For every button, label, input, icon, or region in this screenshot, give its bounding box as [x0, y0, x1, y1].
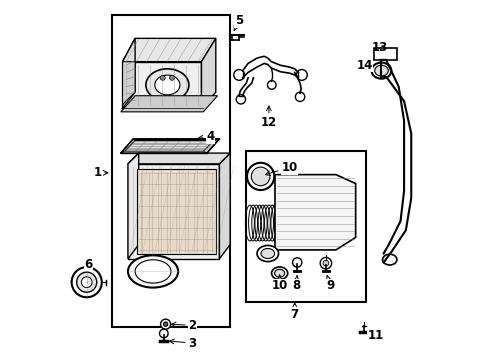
Polygon shape [122, 39, 135, 108]
Ellipse shape [155, 75, 180, 95]
Text: 12: 12 [260, 106, 276, 129]
Text: 3: 3 [169, 337, 196, 350]
Polygon shape [121, 139, 219, 153]
Ellipse shape [374, 65, 387, 76]
Polygon shape [128, 153, 139, 259]
Circle shape [292, 258, 301, 267]
Circle shape [323, 260, 328, 266]
Circle shape [160, 75, 165, 80]
Ellipse shape [371, 63, 390, 79]
Text: 11: 11 [366, 329, 383, 342]
Text: 10: 10 [271, 275, 287, 292]
Polygon shape [128, 164, 219, 259]
Circle shape [246, 163, 274, 190]
Text: 1: 1 [93, 166, 108, 179]
Text: 6: 6 [84, 258, 92, 271]
Bar [246, 151, 366, 302]
Text: 10: 10 [265, 161, 297, 176]
Ellipse shape [257, 246, 278, 262]
Bar [112, 15, 230, 327]
Text: 14: 14 [356, 59, 372, 72]
Ellipse shape [382, 254, 396, 265]
Circle shape [296, 69, 306, 80]
Polygon shape [122, 39, 215, 62]
Polygon shape [137, 169, 215, 253]
Polygon shape [274, 175, 355, 250]
Text: 13: 13 [371, 41, 387, 54]
Circle shape [163, 322, 167, 326]
Polygon shape [122, 62, 135, 105]
Ellipse shape [128, 255, 178, 288]
Text: 8: 8 [292, 276, 300, 292]
Circle shape [236, 95, 245, 104]
Circle shape [233, 69, 244, 80]
Polygon shape [219, 153, 230, 259]
Polygon shape [128, 153, 230, 164]
Polygon shape [124, 140, 214, 151]
Circle shape [169, 75, 174, 80]
Circle shape [159, 329, 168, 338]
Text: 4: 4 [198, 130, 214, 144]
Polygon shape [122, 62, 201, 108]
Circle shape [77, 272, 97, 292]
Circle shape [160, 319, 170, 329]
Polygon shape [121, 139, 135, 153]
Polygon shape [121, 96, 217, 112]
Polygon shape [201, 39, 215, 108]
Circle shape [320, 257, 331, 269]
Ellipse shape [274, 269, 284, 277]
Ellipse shape [135, 260, 171, 283]
Circle shape [81, 277, 92, 288]
Circle shape [267, 81, 276, 89]
Ellipse shape [261, 248, 274, 258]
Ellipse shape [271, 267, 287, 279]
Circle shape [251, 167, 269, 186]
Text: 9: 9 [326, 276, 334, 292]
Ellipse shape [145, 69, 188, 101]
Circle shape [295, 92, 304, 102]
Circle shape [72, 267, 102, 297]
Text: 5: 5 [234, 14, 243, 30]
Polygon shape [203, 139, 219, 153]
Text: 7: 7 [290, 303, 298, 321]
Bar [373, 48, 396, 60]
Text: 2: 2 [171, 319, 196, 332]
